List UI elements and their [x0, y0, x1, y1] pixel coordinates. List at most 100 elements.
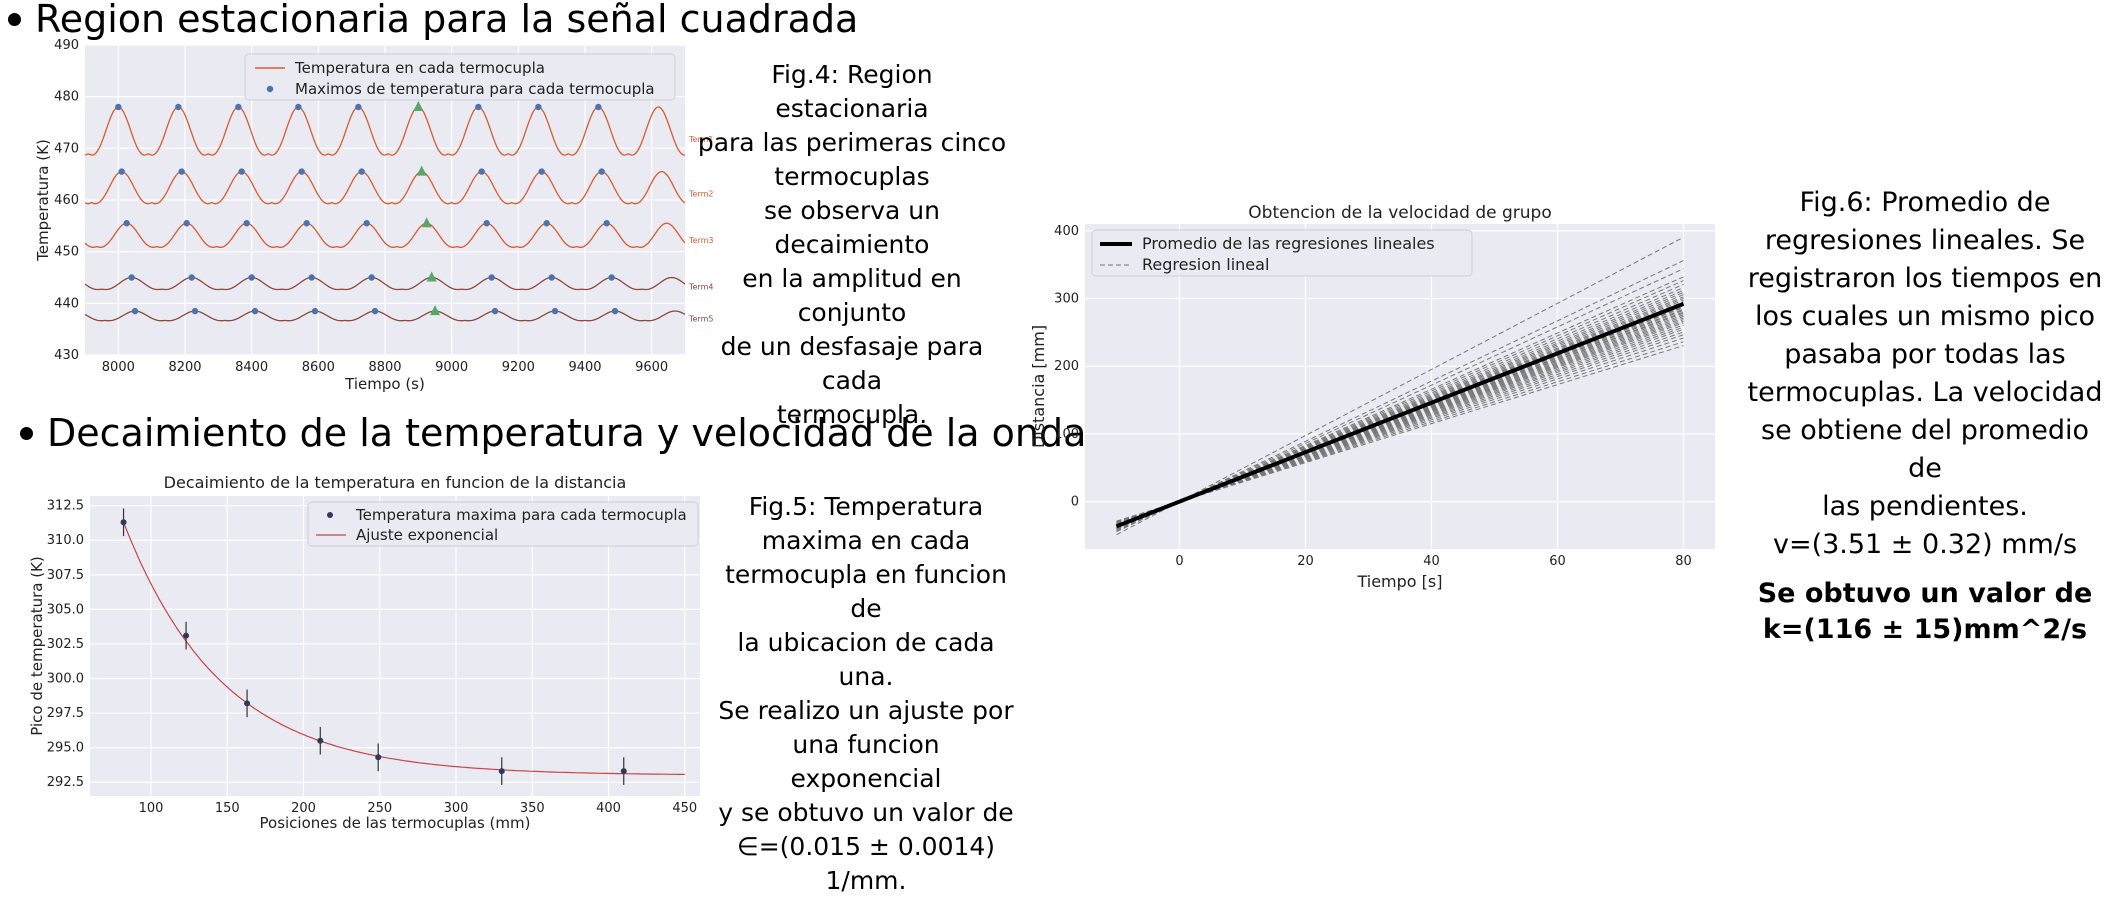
maxima-point	[538, 168, 545, 175]
y-tick-label: 0	[1071, 495, 1079, 510]
y-tick-label: 302.5	[47, 637, 84, 652]
x-tick-label: 9000	[435, 360, 468, 375]
series-label: Term1	[688, 135, 713, 144]
legend-box	[307, 501, 699, 547]
fig5-caption: Fig.5: Temperatura maxima en cada termoc…	[716, 490, 1016, 898]
y-tick-label: 400	[1054, 224, 1079, 239]
highlight-marker	[413, 101, 424, 111]
regression-line	[1116, 294, 1684, 528]
fit-curve	[122, 522, 685, 775]
regression-line	[1116, 260, 1684, 533]
x-tick-label: 8600	[302, 360, 335, 375]
maxima-point	[491, 307, 499, 315]
maxima-point	[483, 220, 490, 227]
caption-line: para las perimeras cinco	[697, 128, 1007, 157]
caption-line: la ubicacion de cada una.	[737, 628, 995, 691]
y-axis-label: Distancia [mm]	[1029, 325, 1048, 448]
y-tick-label: 480	[54, 90, 79, 105]
x-axis-label: Tiempo [s]	[1356, 572, 1442, 591]
maxima-point	[175, 103, 182, 111]
x-tick-label: 8200	[168, 360, 201, 375]
maxima-point	[475, 103, 482, 111]
caption-line: Fig.6: Promedio de	[1799, 187, 2051, 218]
maxima-point	[295, 103, 302, 111]
maxima-point	[123, 220, 130, 227]
y-tick-label: 450	[54, 245, 79, 260]
regression-line	[1116, 308, 1684, 527]
regression-line	[1116, 283, 1684, 530]
y-tick-label: 200	[1054, 359, 1079, 374]
maxima-point	[611, 307, 619, 315]
temperature-decay-chart: 100 150 200 250 300 350 400 450 292.5 295.0 297.5 3…	[28, 473, 700, 832]
caption-line: v=(3.51 ± 0.32) mm/s	[1772, 529, 2078, 560]
caption-line: ∈=(0.015 ± 0.0014)	[736, 832, 996, 861]
regression-line	[1116, 287, 1684, 529]
regression-line	[1116, 296, 1684, 528]
maxima-point	[248, 274, 255, 281]
legend-label: Regresion lineal	[1142, 255, 1269, 274]
chart-title: Obtencion de la velocidad de grupo	[1248, 203, 1551, 223]
y-tick-label: 300.0	[47, 671, 84, 686]
caption-line: en la amplitud en conjunto	[742, 264, 962, 327]
caption-line: termocupla en funcion de	[725, 560, 1007, 623]
maxima-point	[235, 103, 242, 111]
regression-line	[1116, 292, 1684, 529]
x-tick-label: 400	[596, 801, 621, 816]
plot-area	[1085, 224, 1715, 549]
y-tick-label: 312.5	[47, 499, 84, 514]
caption-line: maxima en cada	[761, 526, 971, 555]
maxima-point	[128, 274, 135, 281]
maxima-point	[478, 168, 485, 175]
x-tick-label: 40	[1423, 554, 1440, 569]
y-axis-label: Temperatura (K)	[34, 139, 52, 262]
data-point	[498, 768, 505, 775]
legend-box	[244, 53, 676, 101]
regression-line	[1116, 280, 1684, 530]
regression-line	[1116, 309, 1684, 526]
highlight-marker	[416, 165, 427, 176]
legend-label: Ajuste exponencial	[356, 526, 498, 544]
section2-heading-text: Decaimiento de la temperatura y velocida…	[47, 411, 1087, 455]
maxima-point	[355, 103, 362, 111]
series-label: Term4	[688, 282, 713, 291]
x-tick-label: 350	[520, 801, 545, 816]
fig4-caption: Fig.4: Region estacionaria para las peri…	[692, 58, 1012, 432]
y-tick-label: 300	[1054, 291, 1079, 306]
x-tick-label: 80	[1675, 554, 1692, 569]
series-label: Term2	[688, 189, 713, 198]
caption-line: se obtiene del promedio de	[1761, 415, 2089, 484]
regression-line	[1116, 236, 1684, 536]
maxima-point	[251, 307, 259, 315]
section1-heading: Region estacionaria para la señal cuadra…	[8, 0, 858, 38]
x-tick-label: 150	[215, 801, 240, 816]
maxima-point	[178, 168, 185, 175]
x-tick-label: 300	[444, 801, 469, 816]
series-line	[84, 106, 686, 156]
series-line	[84, 170, 686, 205]
y-tick-label: 460	[54, 193, 79, 208]
data-point	[120, 519, 127, 526]
maxima-point	[115, 103, 122, 111]
series-label: Term3	[688, 236, 713, 245]
maxima-point	[308, 274, 315, 281]
maxima-point	[183, 220, 190, 227]
maxima-point	[608, 274, 615, 281]
maxima-point	[238, 168, 245, 175]
x-tick-label: 60	[1549, 554, 1566, 569]
maxima-point	[543, 220, 550, 227]
x-tick-label: 8800	[368, 360, 401, 375]
maxima-point	[118, 168, 125, 175]
y-tick-label: 490	[54, 38, 79, 53]
temperature-time-chart: 8000 8200 8400 8600 8800 9000 9200 9400 9600 430 4…	[34, 38, 713, 393]
y-tick-label: 100	[1054, 427, 1079, 442]
legend-swatch-point	[266, 85, 274, 93]
x-tick-label: 20	[1297, 554, 1314, 569]
caption-line: registraron los tiempos en	[1747, 263, 2103, 294]
x-tick-label: 9400	[568, 360, 601, 375]
x-tick-label: 9600	[635, 360, 668, 375]
series-line	[84, 276, 686, 291]
legend-box	[1091, 229, 1473, 277]
caption-line: Fig.5: Temperatura	[748, 492, 984, 521]
maxima-point	[191, 307, 199, 315]
bullet-icon	[8, 12, 21, 26]
